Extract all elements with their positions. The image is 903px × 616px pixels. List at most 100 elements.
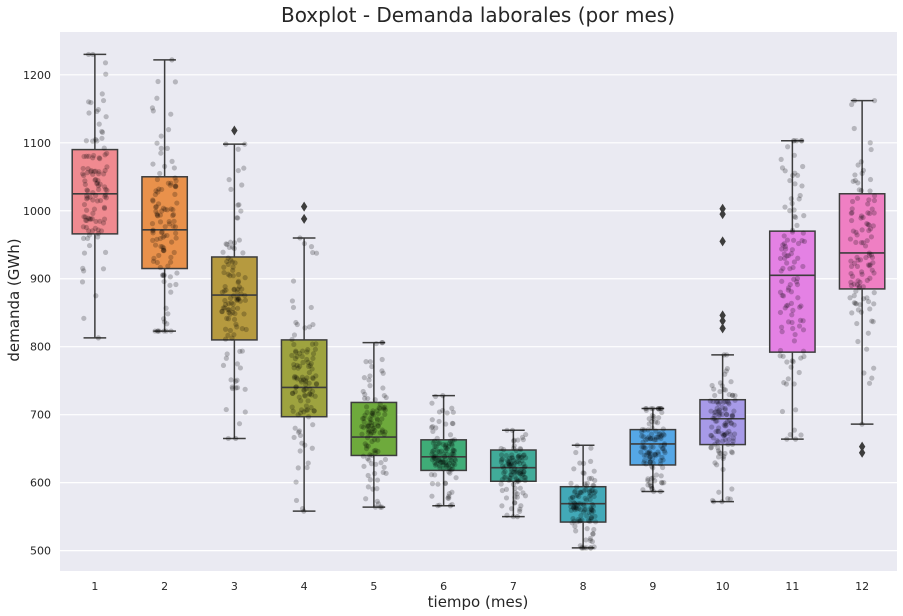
- strip-point: [234, 361, 241, 367]
- strip-point: [871, 98, 878, 104]
- strip-point: [366, 457, 372, 463]
- strip-point: [235, 278, 242, 284]
- strip-point: [104, 187, 110, 194]
- strip-point: [591, 526, 597, 533]
- strip-point: [519, 472, 525, 478]
- strip-point: [221, 288, 227, 294]
- strip-point: [294, 321, 300, 328]
- strip-point: [96, 121, 102, 127]
- strip-point: [430, 440, 436, 446]
- strip-point: [790, 264, 796, 271]
- strip-point: [864, 295, 870, 301]
- strip-point: [449, 420, 455, 427]
- strip-point: [92, 225, 98, 231]
- strip-point: [103, 186, 109, 192]
- strip-point: [573, 449, 579, 456]
- strip-point: [719, 411, 725, 417]
- strip-point: [447, 470, 453, 476]
- strip-point: [443, 448, 449, 454]
- strip-point: [172, 183, 178, 189]
- strip-point: [362, 391, 368, 397]
- strip-point: [722, 450, 728, 457]
- strip-point: [722, 407, 728, 413]
- outlier-marker: [300, 213, 308, 224]
- strip-point: [514, 478, 521, 484]
- strip-point: [80, 165, 86, 172]
- strip-point: [85, 195, 91, 201]
- strip-point: [429, 448, 436, 455]
- strip-point: [641, 452, 647, 458]
- strip-point: [89, 228, 96, 234]
- strip-point: [102, 152, 108, 158]
- strip-point: [102, 194, 108, 200]
- strip-point: [371, 448, 377, 454]
- strip-point: [83, 224, 89, 231]
- strip-point: [577, 460, 583, 466]
- strip-point: [234, 385, 241, 391]
- strip-point: [716, 407, 723, 413]
- strip-point: [715, 399, 721, 405]
- strip-point: [92, 168, 99, 174]
- strip-point: [428, 472, 435, 478]
- strip-point: [650, 444, 656, 450]
- strip-point: [720, 455, 726, 462]
- strip-point: [732, 397, 738, 403]
- strip-point: [727, 496, 733, 502]
- strip-point: [719, 383, 725, 389]
- strip-point: [658, 479, 665, 486]
- strip-point: [309, 366, 315, 372]
- strip-point: [235, 146, 241, 152]
- strip-month-10: [707, 352, 738, 505]
- strip-point: [441, 462, 447, 468]
- strip-point: [231, 286, 237, 292]
- strip-point: [228, 257, 234, 263]
- strip-point: [157, 235, 163, 242]
- strip-point: [90, 51, 96, 58]
- strip-point: [508, 472, 514, 478]
- strip-point: [366, 428, 373, 434]
- strip-point: [444, 410, 450, 416]
- strip-point: [729, 412, 736, 418]
- strip-point: [732, 392, 738, 399]
- strip-point: [447, 457, 453, 463]
- strip-point: [722, 405, 728, 411]
- strip-point: [301, 508, 307, 514]
- strip-point: [84, 196, 90, 202]
- strip-point: [292, 373, 298, 380]
- strip-point: [365, 423, 372, 429]
- strip-point: [302, 442, 308, 448]
- strip-point: [233, 321, 239, 327]
- strip-point: [449, 442, 455, 448]
- strip-point: [857, 257, 864, 263]
- strip-point: [708, 445, 714, 451]
- strip-point: [657, 488, 664, 495]
- strip-point: [514, 514, 521, 520]
- strip-point: [588, 516, 594, 522]
- strip-point: [429, 400, 435, 406]
- strip-point: [290, 408, 296, 414]
- strip-point: [435, 457, 442, 463]
- strip-point: [98, 228, 105, 234]
- strip-point: [83, 193, 90, 199]
- strip-point: [646, 455, 652, 461]
- strip-point: [381, 431, 387, 438]
- strip-point: [867, 210, 873, 217]
- strip-point: [852, 172, 858, 178]
- strip-point: [313, 373, 319, 379]
- strip-point: [781, 233, 787, 239]
- strip-point: [174, 270, 180, 276]
- strip-point: [783, 381, 789, 387]
- strip-point: [293, 374, 299, 381]
- strip-point: [790, 307, 796, 314]
- strip-point: [716, 401, 722, 407]
- strip-point: [86, 99, 92, 105]
- strip-point: [375, 423, 382, 429]
- outlier-marker: [719, 203, 726, 214]
- y-tick-label: 900: [30, 273, 51, 286]
- strip-point: [447, 454, 453, 460]
- strip-point: [299, 374, 305, 380]
- strip-point: [447, 438, 454, 444]
- strip-point: [787, 208, 793, 214]
- strip-point: [657, 405, 664, 412]
- strip-point: [150, 237, 156, 243]
